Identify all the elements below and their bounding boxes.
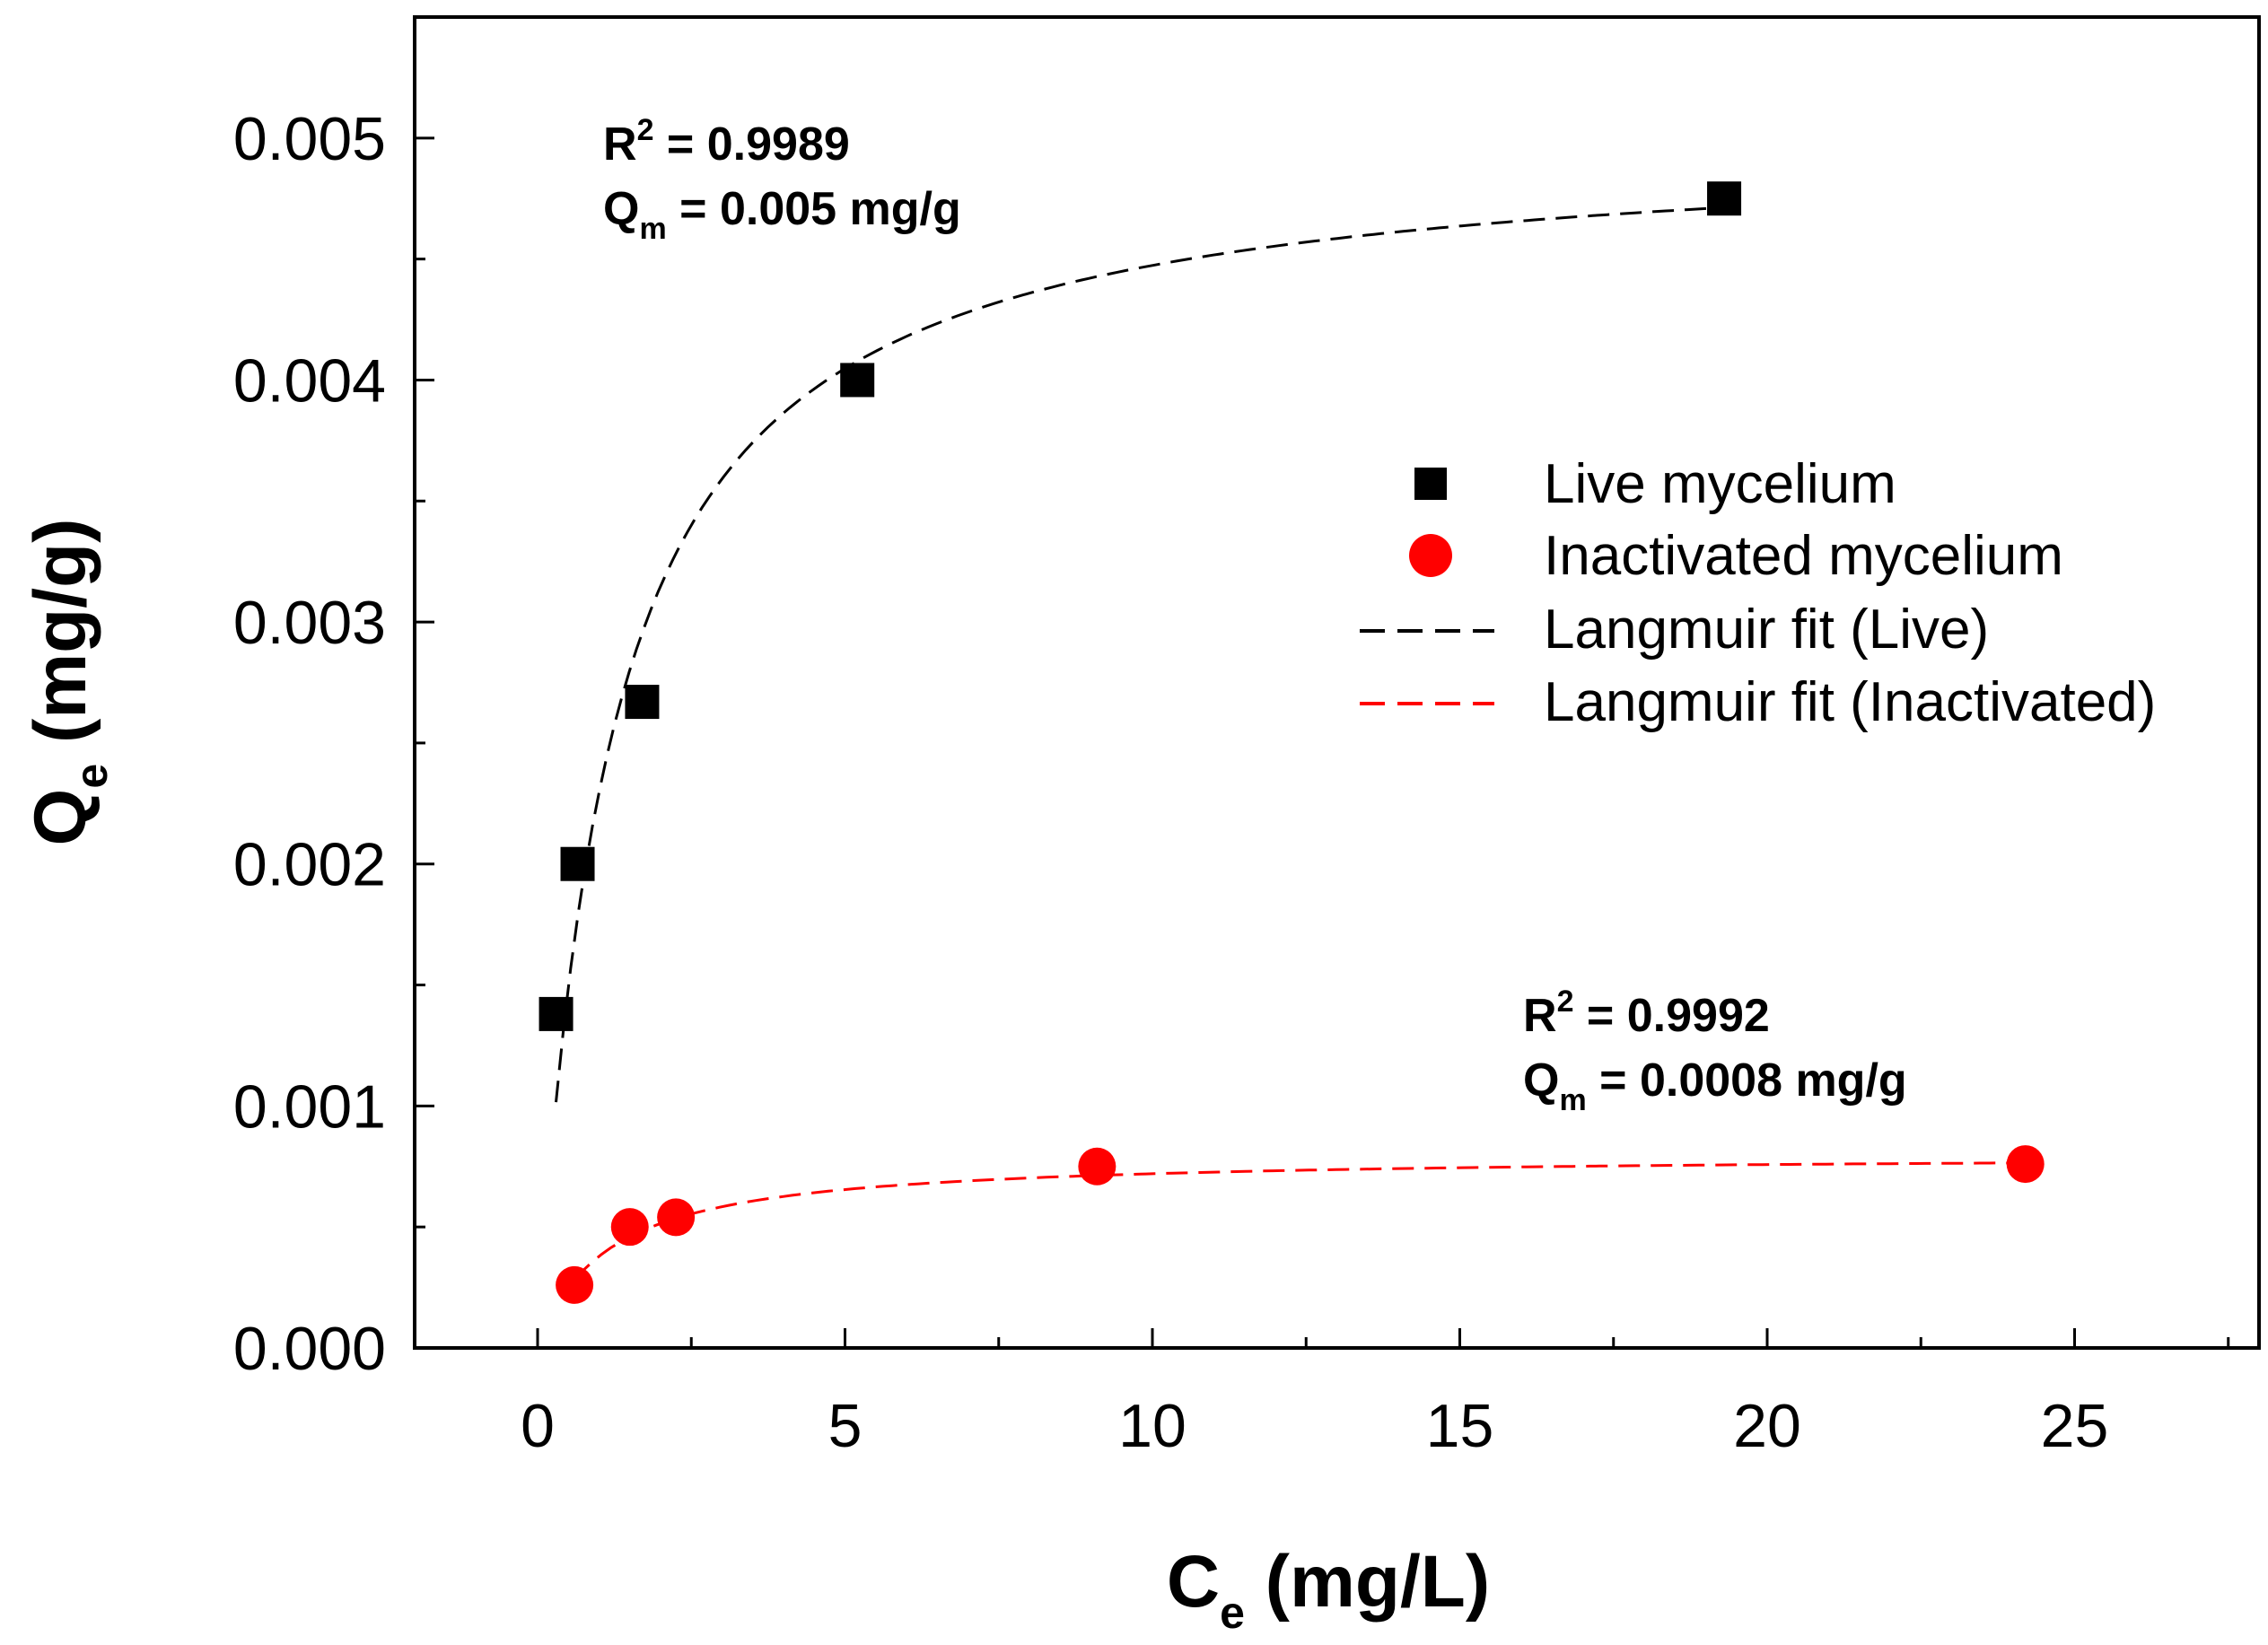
annotation-live-r2-value: = 0.9989 bbox=[653, 118, 849, 171]
inactivated-mycelium-point bbox=[2006, 1145, 2045, 1184]
data-markers bbox=[539, 181, 2045, 1304]
annotation-live-r2-sup: 2 bbox=[637, 113, 654, 147]
y-axis-title-main: Q bbox=[20, 789, 101, 846]
x-tick-label: 5 bbox=[828, 1392, 863, 1460]
y-tick-label: 0.003 bbox=[233, 589, 386, 657]
annotation-inactivated-r2-value: = 0.9992 bbox=[1573, 990, 1769, 1042]
fit-line-inactivated bbox=[573, 1161, 2026, 1282]
x-axis-ticks bbox=[536, 1328, 2230, 1348]
x-axis-tick-labels: 0 5 10 15 20 25 bbox=[521, 1392, 2108, 1460]
x-tick-label: 0 bbox=[521, 1392, 555, 1460]
annotation-inactivated-r2: R2 = 0.9992 bbox=[1523, 984, 1770, 1042]
y-tick-label: 0.002 bbox=[233, 831, 386, 899]
legend-label-fit-inactivated: Langmuir fit (Inactivated) bbox=[1544, 671, 2156, 733]
annotation-live-qm-label: Q bbox=[603, 183, 639, 235]
annotation-live-qm: Qm = 0.005 mg/g bbox=[603, 183, 961, 246]
annotation-live-qm-value: = 0.005 mg/g bbox=[667, 183, 961, 235]
annotation-inactivated-qm-sub: m bbox=[1559, 1083, 1586, 1117]
x-axis-title-main: C bbox=[1167, 1541, 1220, 1623]
y-tick-label: 0.004 bbox=[233, 346, 386, 415]
annotation-inactivated-qm: Qm = 0.0008 mg/g bbox=[1523, 1054, 1907, 1117]
y-axis-title: Qe (mg/g) bbox=[20, 519, 117, 846]
annotation-live-qm-sub: m bbox=[639, 212, 666, 246]
live-mycelium-point bbox=[560, 846, 595, 881]
y-tick-label: 0.005 bbox=[233, 105, 386, 173]
x-tick-label: 20 bbox=[1733, 1392, 1801, 1460]
legend-label-fit-live: Langmuir fit (Live) bbox=[1544, 599, 1989, 661]
annotation-live-r2-label: R bbox=[603, 118, 637, 171]
live-mycelium-point bbox=[539, 996, 574, 1031]
legend-label-inactivated: Inactivated mycelium bbox=[1544, 525, 2063, 587]
x-tick-label: 15 bbox=[1426, 1392, 1494, 1460]
inactivated-mycelium-point bbox=[1078, 1147, 1116, 1186]
fit-line-live bbox=[555, 206, 1725, 1103]
inactivated-mycelium-point bbox=[657, 1198, 696, 1237]
live-mycelium-point bbox=[840, 363, 875, 398]
annotation-inactivated-r2-label: R bbox=[1523, 990, 1557, 1042]
x-axis-title-unit: (mg/L) bbox=[1245, 1541, 1490, 1623]
legend-circle-icon bbox=[1409, 534, 1452, 577]
annotation-inactivated-qm-value: = 0.0008 mg/g bbox=[1587, 1054, 1907, 1107]
live-mycelium-point bbox=[625, 685, 660, 720]
fit-lines bbox=[555, 206, 2026, 1282]
legend: Live mycelium Inactivated mycelium Langm… bbox=[1360, 453, 2156, 733]
x-axis-title: Ce (mg/L) bbox=[1167, 1541, 1490, 1638]
annotation-live-r2: R2 = 0.9989 bbox=[603, 113, 850, 171]
annotation-inactivated-qm-label: Q bbox=[1523, 1054, 1559, 1107]
inactivated-mycelium-point bbox=[556, 1265, 594, 1304]
legend-square-icon bbox=[1414, 468, 1447, 500]
y-axis-title-sub: e bbox=[66, 764, 117, 789]
legend-label-live: Live mycelium bbox=[1544, 453, 1896, 515]
live-mycelium-point bbox=[1707, 181, 1742, 216]
inactivated-mycelium-point bbox=[610, 1208, 649, 1247]
y-axis-ticks bbox=[415, 136, 434, 1350]
x-tick-label: 10 bbox=[1118, 1392, 1187, 1460]
y-axis-tick-labels: 0.000 0.001 0.002 0.003 0.004 0.005 bbox=[233, 105, 386, 1383]
x-tick-label: 25 bbox=[2041, 1392, 2109, 1460]
annotation-inactivated-r2-sup: 2 bbox=[1557, 984, 1574, 1019]
y-axis-title-unit: (mg/g) bbox=[20, 519, 101, 764]
x-axis-title-sub: e bbox=[1220, 1588, 1245, 1638]
y-tick-label: 0.000 bbox=[233, 1315, 386, 1383]
y-tick-label: 0.001 bbox=[233, 1072, 386, 1141]
plot-frame bbox=[413, 15, 2261, 1350]
